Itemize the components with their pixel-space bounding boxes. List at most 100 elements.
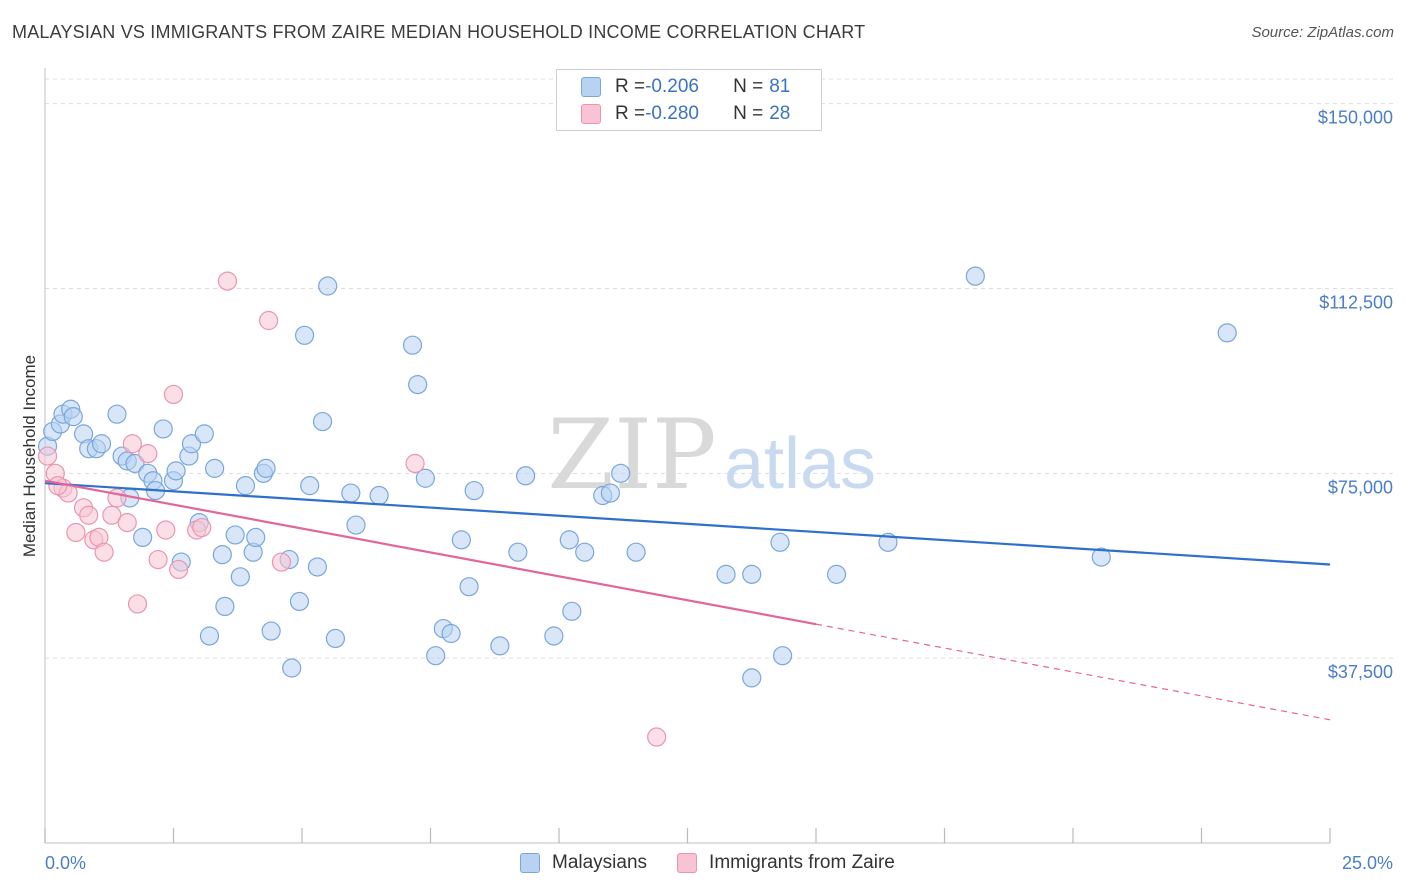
- malaysian-point: [441, 623, 461, 644]
- malaysian-point: [402, 335, 423, 355]
- zaire-point: [66, 522, 86, 543]
- malaysian-point: [107, 404, 127, 424]
- zaire-point: [37, 446, 58, 466]
- malaysian-point: [256, 458, 276, 478]
- zaire-point: [94, 542, 114, 562]
- trend-line-zaire-extrapolated: [815, 623, 1331, 721]
- malaysian-point: [742, 668, 762, 688]
- trend-line-malaysians: [44, 482, 1331, 566]
- malaysian-point: [205, 458, 225, 478]
- malaysian-point: [261, 621, 281, 641]
- y-tick-label: $75,000: [1328, 477, 1393, 497]
- malaysian-point: [742, 564, 762, 584]
- malaysian-point: [508, 542, 528, 562]
- y-tick-label: $37,500: [1328, 662, 1393, 682]
- malaysian-point: [826, 564, 847, 584]
- zaire-point: [138, 444, 158, 464]
- series-legend-label: Immigrants from Zaire: [709, 852, 895, 873]
- malaysian-point: [772, 646, 793, 666]
- malaysian-point: [490, 636, 510, 656]
- legend-r-value: -0.206: [645, 76, 699, 97]
- legend-n-value: 81: [769, 76, 791, 97]
- series-legend-malaysians: Malaysians: [520, 852, 647, 874]
- malaysian-point: [369, 485, 389, 506]
- malaysian-point: [965, 266, 985, 286]
- zaire-point: [122, 434, 142, 454]
- malaysian-point: [1091, 547, 1111, 567]
- trend-lines: [44, 479, 1331, 721]
- malaysian-point: [408, 375, 428, 395]
- malaysian-point: [1217, 323, 1237, 343]
- legend-n-label: N =: [733, 103, 764, 124]
- x-tick-label: 25.0%: [1342, 853, 1393, 873]
- tick-labels: $37,500 $75,000 $112,500 $150,000 0.0% 25.0%: [45, 108, 1393, 873]
- malaysian-point: [770, 532, 790, 552]
- malaysian-point: [235, 476, 256, 496]
- malaysian-point: [246, 527, 266, 548]
- malaysian-point: [212, 545, 232, 565]
- malaysian-point: [125, 453, 145, 474]
- malaysian-point: [575, 542, 595, 562]
- malaysian-point: [459, 577, 479, 597]
- legend-r-value: -0.280: [645, 103, 699, 124]
- malaysian-point: [451, 530, 471, 550]
- zaire-point: [48, 476, 68, 496]
- malaysian-point: [716, 564, 736, 584]
- malaysian-point: [289, 591, 310, 612]
- malaysian-point: [515, 466, 536, 486]
- malaysian-point: [318, 276, 338, 296]
- malaysian-point: [215, 596, 235, 617]
- watermark-atlas: atlas: [724, 424, 876, 504]
- malaysian-point: [341, 483, 361, 503]
- source-note: Source: ZipAtlas.com: [1251, 24, 1394, 41]
- malaysian-point: [600, 483, 621, 503]
- y-axis-label: Median Household Income: [20, 355, 39, 557]
- zaire-point: [127, 594, 148, 614]
- zaire-point: [258, 310, 279, 331]
- legend-swatch-blue: [581, 77, 601, 97]
- series-swatch-blue: [520, 853, 540, 873]
- series-swatch-pink: [677, 853, 698, 873]
- malaysian-point: [544, 626, 564, 646]
- malaysian-point: [325, 628, 346, 649]
- legend-row-malaysians: R = -0.206 N = 81: [581, 75, 790, 99]
- zaire-point: [192, 517, 212, 538]
- legend-n-value: 28: [769, 103, 791, 124]
- zaire-point: [148, 549, 168, 570]
- malaysian-point: [153, 419, 173, 439]
- malaysian-point: [562, 601, 582, 621]
- legend-row-zaire: R = -0.280 N = 28: [581, 102, 790, 126]
- zaire-point: [117, 513, 137, 533]
- scatter-points: [37, 266, 1237, 747]
- malaysian-point: [415, 468, 435, 488]
- zaire-point: [79, 505, 99, 525]
- legend-n-label: N =: [733, 76, 764, 97]
- trend-line-zaire: [44, 479, 817, 626]
- malaysian-point: [282, 658, 302, 678]
- zaire-point: [405, 453, 425, 474]
- legend-swatch-pink: [581, 104, 601, 124]
- malaysian-point: [464, 480, 484, 501]
- legend-r-label: R =: [615, 76, 646, 97]
- watermark: ZIP atlas: [547, 399, 876, 511]
- malaysian-point: [194, 424, 214, 444]
- malaysian-point: [166, 461, 186, 481]
- zaire-point: [169, 559, 189, 580]
- malaysian-point: [91, 434, 112, 454]
- malaysian-point: [63, 407, 83, 427]
- legend-r-label: R =: [615, 103, 646, 124]
- malaysian-point: [426, 646, 446, 666]
- zaire-point: [107, 488, 127, 508]
- y-tick-label: $150,000: [1318, 108, 1393, 128]
- malaysian-point: [199, 626, 220, 646]
- malaysian-point: [559, 530, 579, 550]
- chart-title: MALAYSIAN VS IMMIGRANTS FROM ZAIRE MEDIA…: [12, 22, 866, 42]
- malaysian-point: [133, 527, 153, 548]
- zaire-point: [102, 505, 122, 525]
- malaysian-point: [294, 325, 315, 345]
- x-tick-label: 0.0%: [45, 853, 86, 873]
- malaysian-point: [611, 463, 631, 483]
- series-legend-label: Malaysians: [552, 852, 648, 873]
- y-tick-label: $112,500: [1319, 292, 1393, 312]
- malaysian-point: [225, 525, 245, 545]
